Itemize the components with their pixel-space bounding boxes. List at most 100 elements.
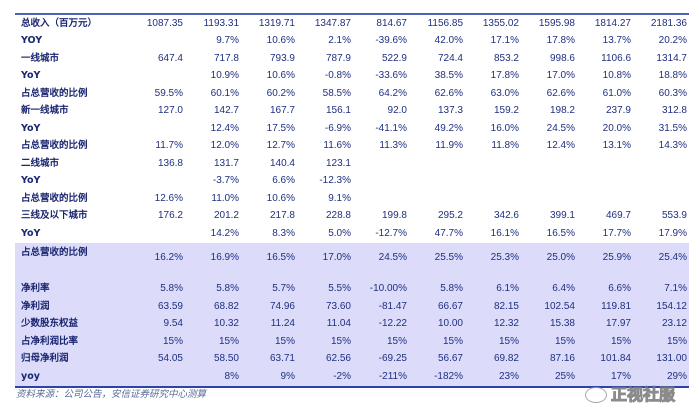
table-cell: 16.5% [546,227,575,239]
table-cell: 201.2 [213,210,239,222]
table-cell: 18.8% [658,70,687,82]
table-cell: 17.97 [577,315,633,333]
table-cell [577,190,633,208]
table-row: YoY 10.9% 10.6% -0.8% -33.6% 38.5% 17.8% 17.0% 1… [15,68,689,86]
table-cell [633,155,689,173]
table-cell: 20.0% [602,122,631,134]
row-label: yoy [15,368,129,388]
table-cell: 13.1% [602,140,631,152]
table-cell: 38.5% [434,70,463,82]
table-cell: 25.0% [521,242,577,273]
table-cell: 12.4% [546,140,575,152]
table-cell: 8.3% [272,227,295,239]
table-cell: 6.6% [272,175,295,187]
table-cell: 12.6% [154,192,183,204]
table-cell: 16.9% [185,242,241,273]
table-cell: -41.1% [375,122,407,134]
table-cell: 5.7% [241,280,297,298]
table-cell: 1355.02 [482,17,519,29]
table-row: 少数股东权益 9.54 10.32 11.24 11.04 -12.22 10.00 12.3… [15,315,689,333]
table-cell: 29% [633,368,689,388]
table-cell: -182% [409,368,465,388]
table-cell: 60.3% [658,87,687,99]
table-cell: 399.1 [549,210,575,222]
table-cell: 25.3% [465,242,521,273]
table-cell [129,68,185,86]
table-cell: 101.84 [577,350,633,368]
table-cell [465,173,521,191]
table-cell: 17.8% [546,35,575,47]
table-cell: 102.54 [521,298,577,316]
table-cell: 24.5% [353,242,409,273]
table-cell: 5.8% [129,280,185,298]
table-cell: 198.2 [549,105,575,117]
table-cell: 217.8 [269,210,295,222]
table-cell [577,155,633,173]
table-cell: 61.0% [602,87,631,99]
table-cell: 5.5% [297,280,353,298]
watermark-text: 正视社服 [610,385,676,405]
table-cell: 25% [521,368,577,388]
table-cell: 10.6% [266,192,295,204]
spacer-cell [353,272,409,281]
table-cell: 62.6% [546,87,575,99]
table-cell: -12.22 [353,315,409,333]
table-cell: 167.7 [269,105,295,117]
table-cell: 159.2 [493,105,519,117]
table-cell: -6.9% [324,122,351,134]
table-cell: 10.8% [602,70,631,82]
table-cell [577,173,633,191]
spacer-cell [241,272,297,281]
table-cell: 553.9 [661,210,687,222]
table-cell: 295.2 [437,210,463,222]
spacer-cell [15,272,129,281]
table-cell: 20.2% [658,35,687,47]
table-row: 占总营收的比例 12.6% 11.0% 10.6% 9.1% [15,190,689,208]
table-cell: 16.1% [490,227,519,239]
table-cell: 15% [185,333,241,351]
table-cell: 82.15 [465,298,521,316]
table-cell: 342.6 [493,210,519,222]
table-cell [633,173,689,191]
table-cell: 92.0 [387,105,407,117]
table-cell: 31.5% [658,122,687,134]
table-cell: 15% [577,333,633,351]
table-cell: 123.1 [325,157,351,169]
table-cell [129,173,185,191]
table-cell: -12.7% [375,227,407,239]
table-row: YoY -3.7% 6.6% -12.3% [15,173,689,191]
table-cell: 62.56 [297,350,353,368]
table-cell: -69.25 [353,350,409,368]
table-row: 净利润 63.59 68.82 74.96 73.60 -81.47 66.67 82.15 1… [15,298,689,316]
table-row: YoY 12.4% 17.5% -6.9% -41.1% 49.2% 16.0% 24.5% 2… [15,120,689,138]
table-cell: 5.8% [185,280,241,298]
table-cell: -2% [297,368,353,388]
row-label: YoY [21,227,41,239]
table-cell: 73.60 [297,298,353,316]
table-cell: 15% [409,333,465,351]
table-cell: 8% [185,368,241,388]
table-cell: 127.0 [157,105,183,117]
table-cell [353,173,409,191]
watermark: 正视社服 [585,385,676,405]
table-cell: 1595.98 [538,17,575,29]
table-cell [129,368,185,388]
table-cell: 1314.7 [656,52,687,64]
source-note: 资料来源：公司公告，安信证券研究中心测算 [16,389,207,400]
table-cell: 814.67 [376,17,407,29]
row-label: 一线城市 [21,52,60,64]
table-cell: 6.6% [577,280,633,298]
table-cell: 17.9% [658,227,687,239]
table-cell: 131.00 [633,350,689,368]
table-cell: 142.7 [213,105,239,117]
table-cell: 15.38 [521,315,577,333]
table-cell: 312.8 [661,105,687,117]
table-cell [409,190,465,208]
table-cell [129,33,185,51]
table-cell: 1319.71 [258,17,295,29]
table-cell [129,120,185,138]
table-cell: 10.6% [266,70,295,82]
table-cell: 11.3% [379,140,407,152]
table-cell: 60.1% [210,87,239,99]
table-cell: 137.3 [437,105,463,117]
